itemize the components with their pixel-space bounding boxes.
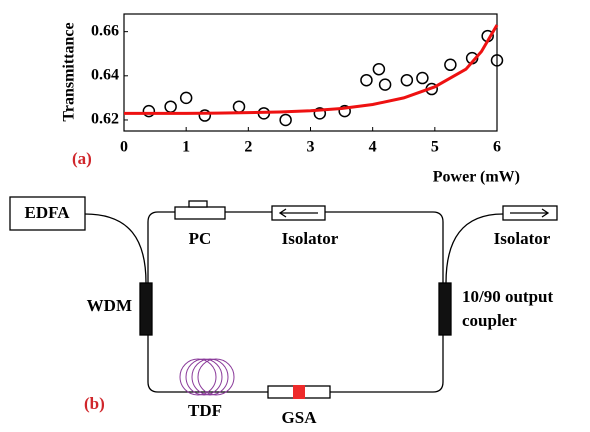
data-point [313,107,327,120]
fit-line [124,24,499,115]
fiber [84,213,147,284]
x-tick-label: 6 [493,139,501,156]
label: 10/90 output [462,287,553,306]
data-point [198,109,212,122]
label: coupler [462,311,517,330]
label: TDF [188,401,222,420]
diagram [9,196,558,399]
graphene [293,385,305,399]
data-point [142,104,156,118]
label: Isolator [494,229,551,248]
y-label: Transmittance [61,22,78,121]
panel-label: (b) [84,394,105,413]
fiber-coil [197,358,235,396]
data-point [179,91,193,105]
y-tick-label: 0.62 [91,111,119,128]
data-point [164,100,177,113]
arrow [510,208,550,218]
x-tick-label: 1 [182,139,190,156]
arrow [278,208,318,218]
label: Isolator [282,229,339,248]
label: GSA [282,408,318,427]
y-tick-label: 0.66 [91,22,119,39]
x-label: Power (mW) [433,169,520,186]
x-tick-label: 0 [120,139,128,156]
x-tick-label: 2 [244,139,252,156]
data-point [338,104,351,118]
data-point [378,78,392,91]
fiber-coil [179,358,217,396]
data-point [372,62,386,76]
pc-knob [188,200,208,208]
pc-box [174,206,226,220]
fiber [445,213,504,284]
x-tick-label: 4 [369,139,377,156]
data-point [416,71,429,85]
panel-label: (a) [72,149,92,168]
wdm-bar [139,282,153,336]
data-point [400,73,414,87]
x-tick-label: 3 [307,139,315,156]
fiber-coil [191,358,229,396]
label: EDFA [24,203,70,222]
data-point [232,100,246,113]
y-tick-label: 0.64 [91,66,119,83]
fiber-coil [185,358,223,396]
coupler-bar [438,282,452,336]
data-point [279,113,292,127]
x-tick-label: 5 [431,139,439,156]
data-point [444,58,457,72]
data-point [360,73,373,87]
label: PC [189,229,212,248]
label: WDM [87,296,132,315]
data-point [490,54,504,67]
